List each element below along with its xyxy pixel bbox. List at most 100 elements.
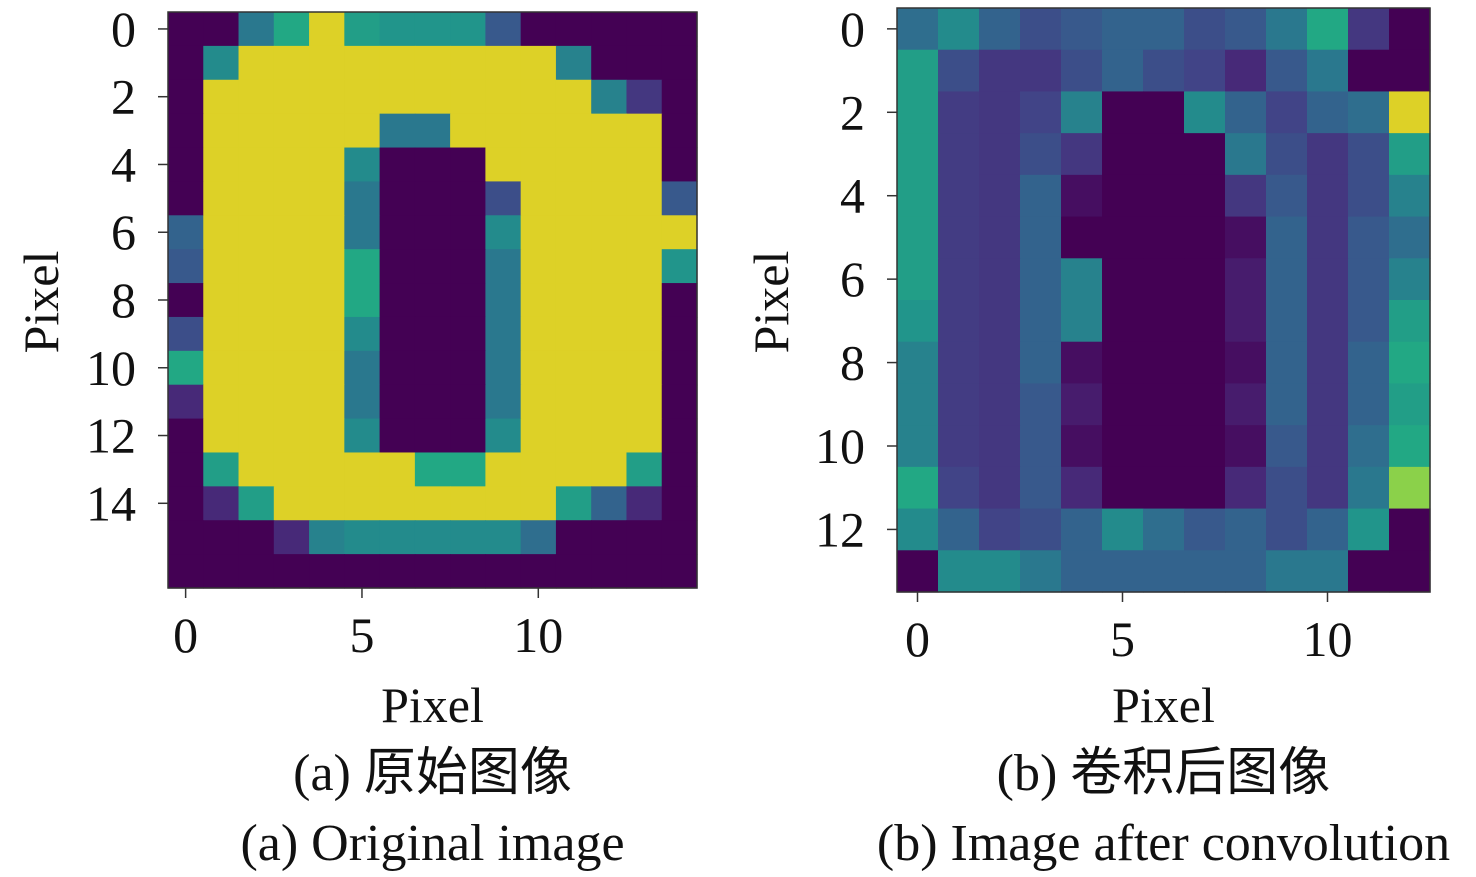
heatmap-cell [203, 486, 240, 521]
panel-a-original-image: 0 5 10 0 2 4 6 8 10 12 14 Pixel Pixel (a) 原始图像 (a)… [13, 1, 698, 872]
heatmap-cell [626, 384, 663, 420]
panel-a-y-axis-label: Pixel [13, 251, 69, 354]
heatmap-cell [591, 79, 628, 115]
y-tick-label: 8 [111, 272, 136, 328]
heatmap-cell [1225, 300, 1267, 343]
heatmap-cell [203, 452, 240, 487]
heatmap-cell [379, 79, 416, 115]
heatmap-cell [520, 418, 557, 454]
heatmap-cell [1184, 508, 1226, 551]
heatmap-cell [1348, 466, 1390, 510]
heatmap-cell [309, 486, 345, 521]
heatmap-cell [1307, 258, 1349, 301]
heatmap-cell [1184, 91, 1226, 134]
heatmap-cell [1307, 133, 1349, 176]
heatmap-cell [168, 554, 204, 589]
heatmap-cell [203, 249, 240, 284]
heatmap-cell [168, 249, 204, 284]
heatmap-cell [450, 113, 486, 149]
heatmap-cell [1102, 425, 1144, 468]
heatmap-cell [1266, 383, 1308, 426]
heatmap-cell [450, 181, 486, 216]
panel-b-ticks: 0 5 10 0 2 4 6 8 10 12 [815, 1, 1353, 667]
heatmap-cell [1266, 8, 1308, 51]
heatmap-cell [626, 45, 663, 81]
heatmap-cell [1102, 341, 1144, 385]
y-tick-label: 4 [111, 136, 136, 192]
heatmap-cell [414, 486, 451, 521]
heatmap-cell [979, 258, 1021, 301]
heatmap-cell [309, 181, 345, 216]
heatmap-cell [1266, 466, 1308, 510]
heatmap-cell [203, 520, 240, 555]
heatmap-cell [1266, 49, 1308, 93]
heatmap-cell [661, 45, 698, 81]
heatmap-cell [979, 91, 1021, 134]
heatmap-cell [485, 316, 522, 352]
heatmap-cell [485, 554, 522, 589]
heatmap-cell [555, 215, 592, 250]
heatmap-cell [379, 316, 416, 352]
heatmap-cell [450, 384, 486, 420]
heatmap-cell [485, 452, 522, 487]
heatmap-cell [1266, 550, 1308, 593]
heatmap-cell [414, 12, 451, 47]
heatmap-cell [414, 283, 451, 318]
heatmap-cell [379, 350, 416, 386]
heatmap-cell [414, 418, 451, 454]
heatmap-cell [661, 554, 698, 589]
heatmap-cell [485, 520, 522, 555]
heatmap-cell [897, 258, 939, 301]
panel-b-x-axis-label: Pixel [1112, 677, 1215, 733]
heatmap-cell [1389, 174, 1431, 218]
heatmap-cell [203, 418, 240, 454]
heatmap-cell [979, 383, 1021, 426]
heatmap-cell [309, 520, 345, 555]
heatmap-cell [1389, 258, 1431, 301]
heatmap-cell [938, 258, 980, 301]
heatmap-cell [238, 113, 275, 149]
heatmap-cell [626, 181, 663, 216]
heatmap-cell [309, 418, 345, 454]
panel-b-after-convolution: 0 5 10 0 2 4 6 8 10 12 Pixel Pixel (b) 卷积后图像 (b) … [743, 1, 1450, 872]
heatmap-cell [379, 45, 416, 81]
heatmap-cell [273, 147, 310, 183]
heatmap-cell [309, 452, 345, 487]
heatmap-cell [238, 520, 275, 555]
heatmap-cell [1061, 91, 1103, 134]
heatmap-cell [1020, 508, 1062, 551]
heatmap-cell [1184, 174, 1226, 218]
heatmap-cell [897, 133, 939, 176]
heatmap-cell [897, 383, 939, 426]
heatmap-cell [238, 12, 275, 47]
heatmap-cell [626, 147, 663, 183]
heatmap-cell [626, 316, 663, 352]
heatmap-cell [450, 215, 486, 250]
heatmap-cell [450, 316, 486, 352]
heatmap-cell [555, 181, 592, 216]
heatmap-cell [1184, 258, 1226, 301]
heatmap-cell [979, 550, 1021, 593]
y-tick-label: 14 [86, 475, 136, 531]
heatmap-cell [1307, 341, 1349, 385]
y-tick-label: 10 [86, 340, 136, 396]
heatmap-cell [379, 147, 416, 183]
heatmap-cell [661, 113, 698, 149]
heatmap-cell [555, 147, 592, 183]
heatmap-cell [555, 45, 592, 81]
heatmap-cell [450, 283, 486, 318]
heatmap-cell [938, 8, 980, 51]
heatmap-cell [414, 79, 451, 115]
heatmap-cell [626, 418, 663, 454]
heatmap-cell [344, 181, 381, 216]
heatmap-cell [591, 350, 628, 386]
heatmap-cell [414, 554, 451, 589]
heatmap-cell [168, 452, 204, 487]
heatmap-cell [1348, 550, 1390, 593]
heatmap-cell [1348, 49, 1390, 93]
heatmap-cell [344, 520, 381, 555]
heatmap-cell [1307, 508, 1349, 551]
heatmap-cell [1143, 425, 1185, 468]
heatmap-cell [1307, 216, 1349, 259]
